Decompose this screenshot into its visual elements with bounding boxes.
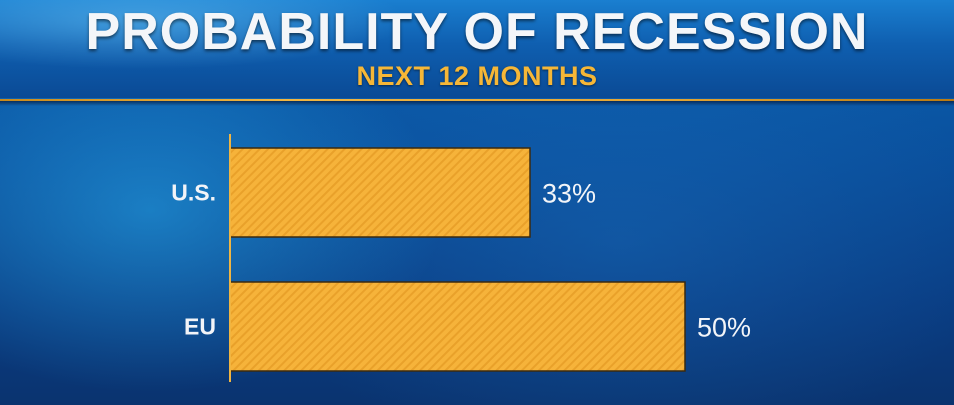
banner-glow bbox=[0, 0, 954, 98]
category-label-us: U.S. bbox=[171, 180, 216, 206]
bar-eu bbox=[229, 281, 686, 372]
value-label-us: 33% bbox=[542, 179, 596, 209]
title-banner: PROBABILITY OF RECESSION NEXT 12 MONTHS bbox=[0, 0, 954, 98]
banner-gold-rule bbox=[0, 99, 954, 101]
bars-layer: U.S. 33% EU 50% bbox=[171, 147, 751, 372]
bar-us bbox=[229, 147, 531, 238]
chart-title: PROBABILITY OF RECESSION bbox=[85, 3, 869, 61]
banner-shadow-rule bbox=[0, 101, 954, 106]
value-label-eu: 50% bbox=[697, 313, 751, 343]
category-label-eu: EU bbox=[184, 314, 216, 340]
chart-subtitle: NEXT 12 MONTHS bbox=[356, 61, 598, 91]
